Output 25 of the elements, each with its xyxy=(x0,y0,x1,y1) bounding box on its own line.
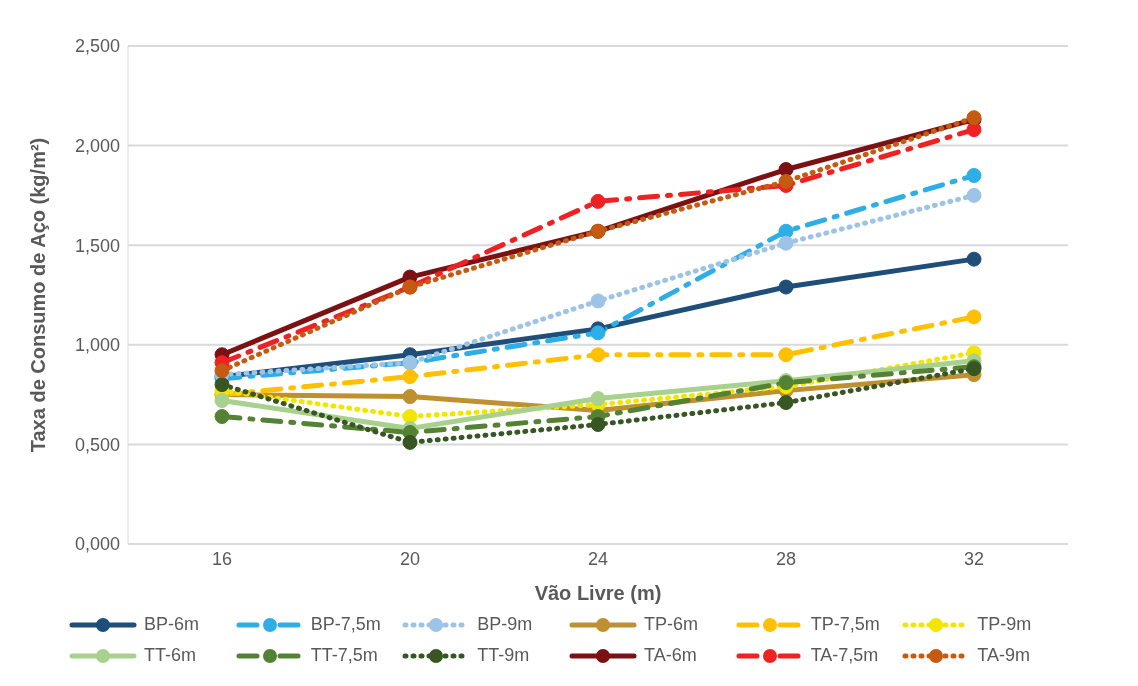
x-tick-label: 16 xyxy=(211,548,233,569)
legend-label: TA-7,5m xyxy=(810,645,879,666)
legend-label: TP-9m xyxy=(977,614,1032,635)
legend-label: TT-9m xyxy=(477,645,530,666)
y-tick-label: 2,500 xyxy=(74,36,120,57)
legend-label: TA-9m xyxy=(977,645,1030,666)
x-tick-label: 28 xyxy=(775,548,797,569)
x-axis-title: Vão Livre (m) xyxy=(534,582,662,604)
legend-label: TP-7,5m xyxy=(810,614,880,635)
x-tick-label: 32 xyxy=(963,548,985,569)
legend-label: TP-6m xyxy=(644,614,698,635)
legend-label: TT-6m xyxy=(144,645,196,666)
y-axis-title: Taxa de Consumo de Aço (kg/m²) xyxy=(27,137,50,453)
y-tick-label: 0,000 xyxy=(74,534,120,555)
legend-label: BP-9m xyxy=(477,614,533,635)
legend-label: BP-7,5m xyxy=(310,614,381,635)
x-tick-label: 24 xyxy=(587,548,609,569)
y-tick-label: 0,500 xyxy=(74,434,120,455)
legend-label: TA-6m xyxy=(644,645,697,666)
y-tick-label: 1,000 xyxy=(74,335,120,356)
legend-label: BP-6m xyxy=(144,614,200,635)
x-tick-label: 20 xyxy=(399,548,421,569)
y-tick-label: 2,000 xyxy=(74,135,120,156)
y-tick-label: 1,500 xyxy=(74,235,120,256)
legend-label: TT-7,5m xyxy=(310,645,378,666)
